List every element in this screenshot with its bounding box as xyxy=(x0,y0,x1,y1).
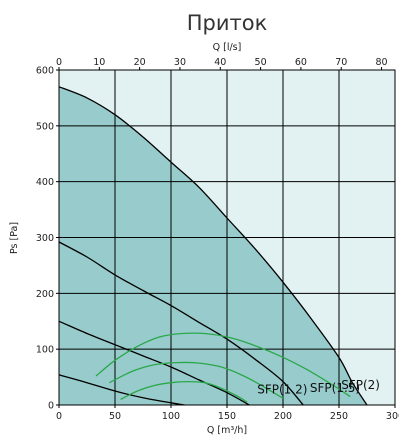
sfp-line-2 xyxy=(109,361,284,399)
sfp-label: SFP(1.5) xyxy=(310,381,360,395)
x2-tick-label: 10 xyxy=(93,57,105,68)
x-tick-label: 200 xyxy=(274,411,292,422)
y-tick-label: 500 xyxy=(36,121,54,132)
sfp-label: SFP(1.2) xyxy=(257,382,307,396)
fan-curves xyxy=(58,86,368,406)
x-axis-ticks: 0 50 100 150 200 250 300 xyxy=(56,405,399,422)
x-tick-label: 50 xyxy=(109,411,121,422)
x-tick-label: 150 xyxy=(218,411,236,422)
x2-axis-ticks: 0 10 20 30 40 50 60 70 80 xyxy=(56,57,388,70)
x2-tick-label: 50 xyxy=(255,57,267,68)
grid xyxy=(59,70,395,405)
sfp-labels: SFP(1.2) SFP(1.5)SFP(2) xyxy=(257,378,380,396)
x2-tick-label: 80 xyxy=(376,57,388,68)
fan-curve-3 xyxy=(58,320,250,406)
y-axis-label: Ps [Pa] xyxy=(9,222,20,254)
y-tick-label: 0 xyxy=(48,401,54,412)
x2-tick-label: 40 xyxy=(214,57,226,68)
fan-curve-2 xyxy=(58,241,304,406)
sfp-line-3 xyxy=(95,332,351,398)
y-tick-label: 200 xyxy=(36,289,54,300)
x2-tick-label: 20 xyxy=(134,57,146,68)
x2-tick-label: 30 xyxy=(174,57,186,68)
sfp-lines xyxy=(95,332,351,403)
x2-tick-label: 0 xyxy=(56,57,62,68)
x-tick-label: 300 xyxy=(386,411,399,422)
x-tick-label: 100 xyxy=(162,411,180,422)
sfp-line-1 xyxy=(120,380,248,403)
x-axis-label: Q [m³/h] xyxy=(207,425,247,436)
x2-tick-label: 60 xyxy=(295,57,307,68)
operating-area xyxy=(59,86,367,406)
x-tick-label: 0 xyxy=(56,411,62,422)
x2-tick-label: 70 xyxy=(335,57,347,68)
x2-axis-label: Q [l/s] xyxy=(213,42,242,53)
y-tick-label: 600 xyxy=(36,66,54,77)
x-tick-label: 250 xyxy=(330,411,348,422)
sfp-label: SFP(2) xyxy=(341,378,380,392)
fan-curve-1 xyxy=(58,86,368,406)
y-tick-label: 300 xyxy=(36,233,54,244)
y-axis-ticks: 0 100 200 300 400 500 600 xyxy=(36,66,59,412)
y-tick-label: 400 xyxy=(36,177,54,188)
y-tick-label: 100 xyxy=(36,345,54,356)
chart-title: Приток xyxy=(187,11,268,35)
